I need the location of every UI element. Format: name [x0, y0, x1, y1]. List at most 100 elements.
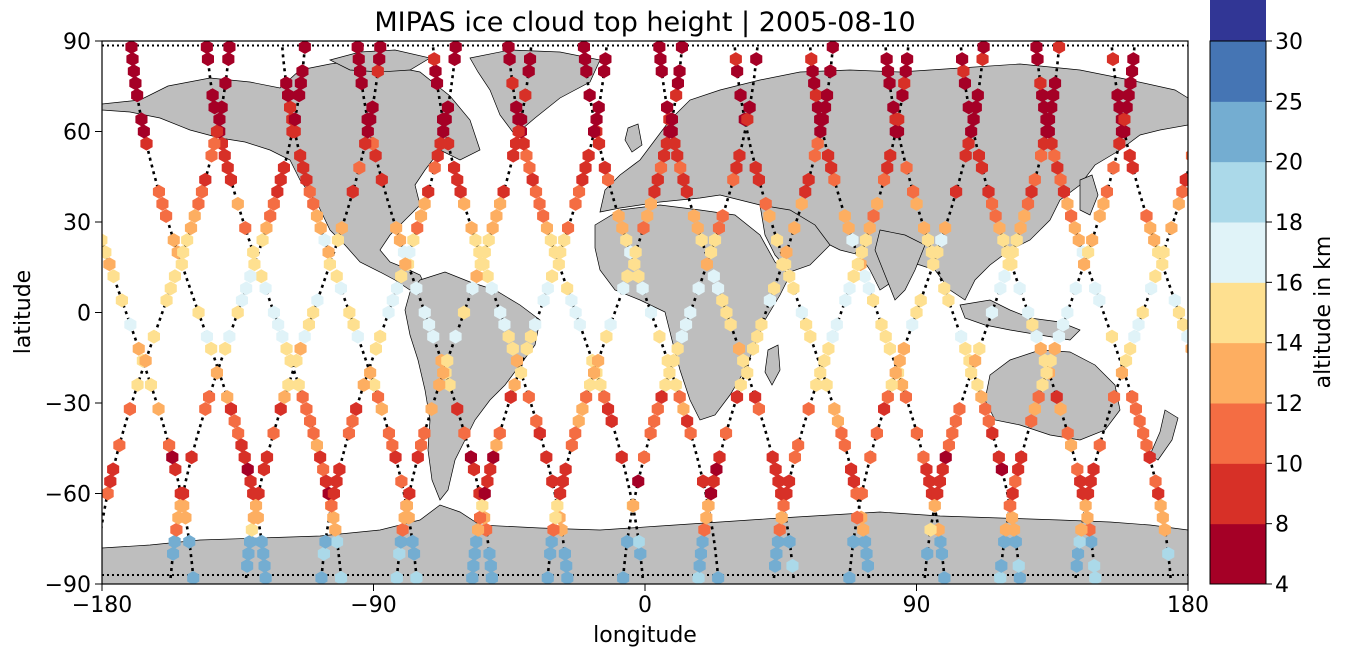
cloud-marker — [390, 571, 403, 584]
cloud-marker — [799, 184, 812, 199]
cloud-marker — [354, 64, 367, 79]
cloud-marker — [469, 233, 482, 248]
cloud-marker — [641, 209, 654, 223]
cloud-marker — [1136, 305, 1149, 320]
cloud-marker — [541, 281, 554, 296]
cloud-marker — [129, 76, 142, 91]
cloud-marker — [167, 546, 180, 561]
cloud-marker — [418, 305, 431, 320]
cloud-marker — [467, 462, 480, 477]
cloud-marker — [448, 160, 461, 175]
cloud-marker — [323, 257, 336, 272]
cloud-marker — [327, 510, 340, 525]
cloud-marker — [621, 534, 634, 549]
cloud-marker — [800, 317, 813, 332]
cloud-marker — [751, 329, 764, 344]
cloud-marker — [235, 438, 248, 453]
cloud-marker — [267, 426, 280, 441]
cloud-marker — [199, 402, 212, 416]
cloud-marker — [355, 76, 368, 91]
cloud-marker — [303, 184, 316, 199]
cloud-marker — [502, 41, 515, 54]
cloud-marker — [126, 52, 139, 67]
cloud-marker — [411, 450, 424, 465]
cloud-marker — [885, 377, 898, 392]
cloud-marker — [530, 414, 543, 429]
cloud-marker — [523, 160, 536, 175]
cloud-marker — [330, 269, 343, 284]
cloud-marker — [806, 64, 819, 79]
cloud-marker — [1040, 124, 1053, 139]
cloud-marker — [559, 462, 572, 477]
cloud-marker — [102, 245, 112, 260]
landmass-madagascar — [764, 344, 781, 386]
cloud-marker — [818, 100, 832, 115]
cloud-marker — [965, 365, 978, 380]
cloud-marker — [998, 269, 1011, 284]
colorbar-tick-label: 8 — [1275, 513, 1289, 538]
cloud-marker — [310, 438, 323, 453]
cloud-marker — [884, 148, 897, 163]
cloud-marker — [629, 245, 642, 260]
cloud-marker — [737, 353, 750, 368]
cloud-marker — [556, 474, 569, 489]
cloud-marker — [695, 233, 708, 248]
cloud-marker — [569, 426, 582, 441]
cloud-marker — [327, 486, 340, 501]
cloud-marker — [296, 64, 309, 79]
y-tick-label: −30 — [45, 392, 91, 417]
cloud-marker — [520, 341, 533, 356]
cloud-marker — [282, 88, 295, 103]
x-tick-label: 90 — [903, 593, 931, 618]
cloud-marker — [232, 426, 245, 441]
cloud-marker — [218, 148, 231, 163]
orbit-track-asc-11 — [884, 46, 1022, 579]
cloud-marker — [503, 52, 516, 67]
cloud-marker — [317, 546, 330, 561]
cloud-marker — [1129, 402, 1142, 416]
cloud-marker — [132, 341, 145, 356]
cloud-marker — [428, 52, 441, 67]
cloud-marker — [592, 353, 605, 368]
cloud-marker — [294, 76, 307, 91]
colorbar-swatch — [1210, 222, 1266, 283]
cloud-marker — [572, 414, 585, 429]
cloud-marker — [969, 353, 982, 368]
cloud-marker — [578, 52, 592, 67]
cloud-marker — [482, 233, 495, 248]
y-axis: 90 60 30 0 −30 −60 −90 — [45, 30, 102, 598]
cloud-marker — [257, 462, 270, 477]
colorbar-swatch — [1210, 463, 1266, 525]
cloud-marker — [893, 353, 906, 368]
cloud-marker — [411, 221, 424, 235]
cloud-marker — [979, 402, 992, 416]
cloud-marker — [855, 245, 868, 260]
cloud-marker — [921, 546, 934, 561]
cloud-marker — [398, 510, 411, 525]
cloud-marker — [458, 196, 471, 211]
cloud-marker — [373, 52, 386, 67]
cloud-marker — [552, 257, 565, 272]
cloud-marker — [407, 233, 420, 248]
cloud-marker — [741, 365, 754, 380]
cloud-marker — [215, 100, 228, 115]
cloud-marker — [780, 486, 793, 501]
cloud-marker — [476, 498, 489, 513]
cloud-marker — [921, 233, 934, 248]
cloud-marker — [1143, 450, 1156, 465]
cloud-marker — [544, 233, 557, 248]
cloud-marker — [1176, 184, 1188, 199]
cloud-marker — [671, 76, 684, 91]
cloud-marker — [1118, 112, 1131, 127]
cloud-marker — [655, 64, 668, 79]
cloud-marker — [1126, 64, 1139, 79]
cloud-marker — [724, 317, 737, 332]
cloud-marker — [485, 571, 498, 584]
colorbar-frame — [1209, 40, 1267, 585]
cloud-marker — [425, 402, 438, 416]
cloud-marker — [1048, 148, 1061, 163]
cloud-marker — [675, 329, 688, 344]
cloud-marker — [1072, 546, 1085, 561]
colorbar-swatch — [1210, 403, 1266, 464]
